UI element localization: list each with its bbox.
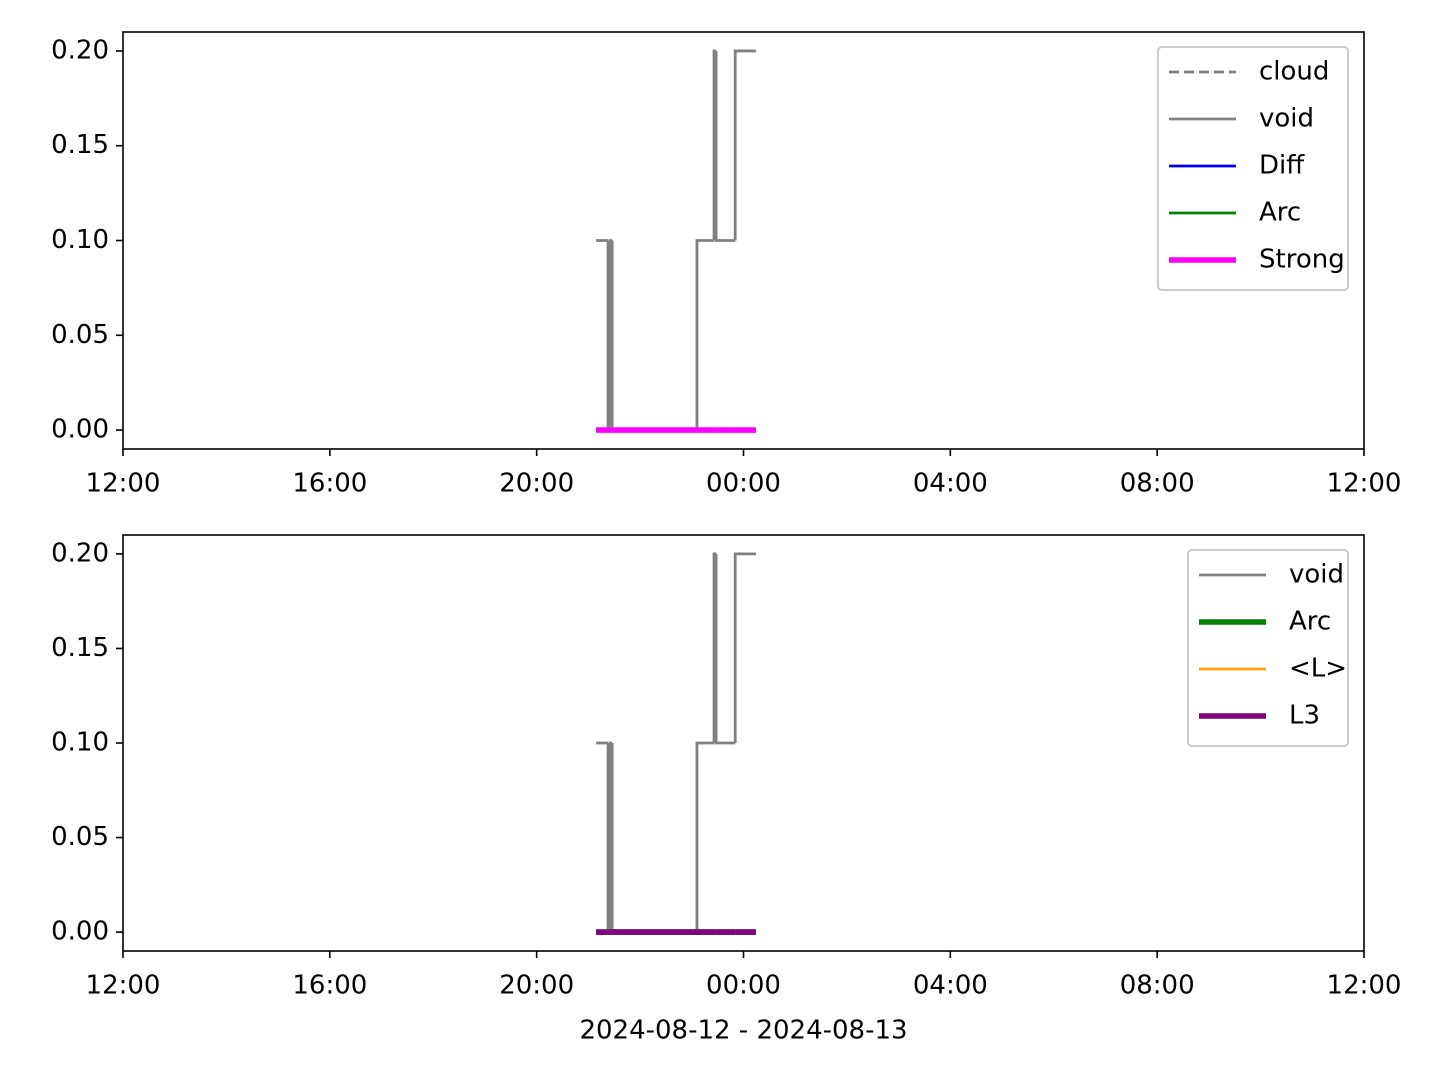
x-tick-label: 08:00: [1120, 971, 1195, 1001]
step-segment: [695, 239, 715, 431]
step-segment: [733, 552, 756, 743]
step-segment: [733, 49, 756, 241]
y-tick-label: 0.20: [51, 538, 109, 568]
x-axis-label: 2024-08-12 - 2024-08-13: [579, 1016, 907, 1046]
y-tick-label: 0.00: [51, 415, 109, 445]
legend-label: cloud: [1259, 57, 1329, 87]
x-tick-label: 20:00: [499, 971, 574, 1001]
x-tick-label: 16:00: [292, 971, 367, 1001]
legend-label: Diff: [1259, 151, 1305, 181]
axes-frame: [122, 31, 1365, 450]
x-tick-label: 12:00: [1327, 469, 1402, 499]
step-segment: [610, 240, 697, 432]
x-tick-label: 20:00: [499, 469, 574, 499]
y-tick-label: 0.00: [51, 917, 109, 947]
legend-label: void: [1289, 560, 1344, 590]
step-segment: [712, 552, 717, 743]
legend-frame: [1187, 549, 1349, 747]
x-tick-label: 04:00: [913, 971, 988, 1001]
step-segment: [714, 553, 736, 745]
y-tick-label: 0.10: [51, 225, 109, 255]
y-tick-label: 0.20: [51, 35, 109, 65]
x-tick-label: 04:00: [913, 469, 988, 499]
step-segment: [610, 743, 697, 934]
axes-frame: [122, 534, 1365, 952]
legend-frame: [1157, 46, 1349, 291]
x-tick-label: 00:00: [706, 469, 781, 499]
step-segment: [712, 49, 717, 241]
legend-label: <L>: [1289, 654, 1347, 684]
y-tick-label: 0.10: [51, 728, 109, 758]
y-tick-label: 0.15: [51, 130, 109, 160]
x-tick-label: 16:00: [292, 469, 367, 499]
legend-label: Arc: [1259, 198, 1301, 228]
x-tick-label: 12:00: [86, 971, 161, 1001]
x-tick-label: 08:00: [1120, 469, 1195, 499]
y-tick-label: 0.05: [51, 822, 109, 852]
step-segment: [714, 50, 736, 242]
legend-label: void: [1259, 104, 1314, 134]
step-segment: [695, 741, 715, 933]
legend-label: Arc: [1289, 607, 1331, 637]
y-tick-label: 0.15: [51, 633, 109, 663]
x-tick-label: 12:00: [86, 469, 161, 499]
legend-label: Strong: [1259, 245, 1345, 275]
x-tick-label: 00:00: [706, 971, 781, 1001]
y-tick-label: 0.05: [51, 320, 109, 350]
x-tick-label: 12:00: [1327, 971, 1402, 1001]
legend-label: L3: [1289, 701, 1320, 731]
